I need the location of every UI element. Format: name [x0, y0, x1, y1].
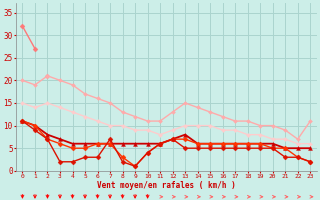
X-axis label: Vent moyen/en rafales ( km/h ): Vent moyen/en rafales ( km/h ): [97, 181, 236, 190]
